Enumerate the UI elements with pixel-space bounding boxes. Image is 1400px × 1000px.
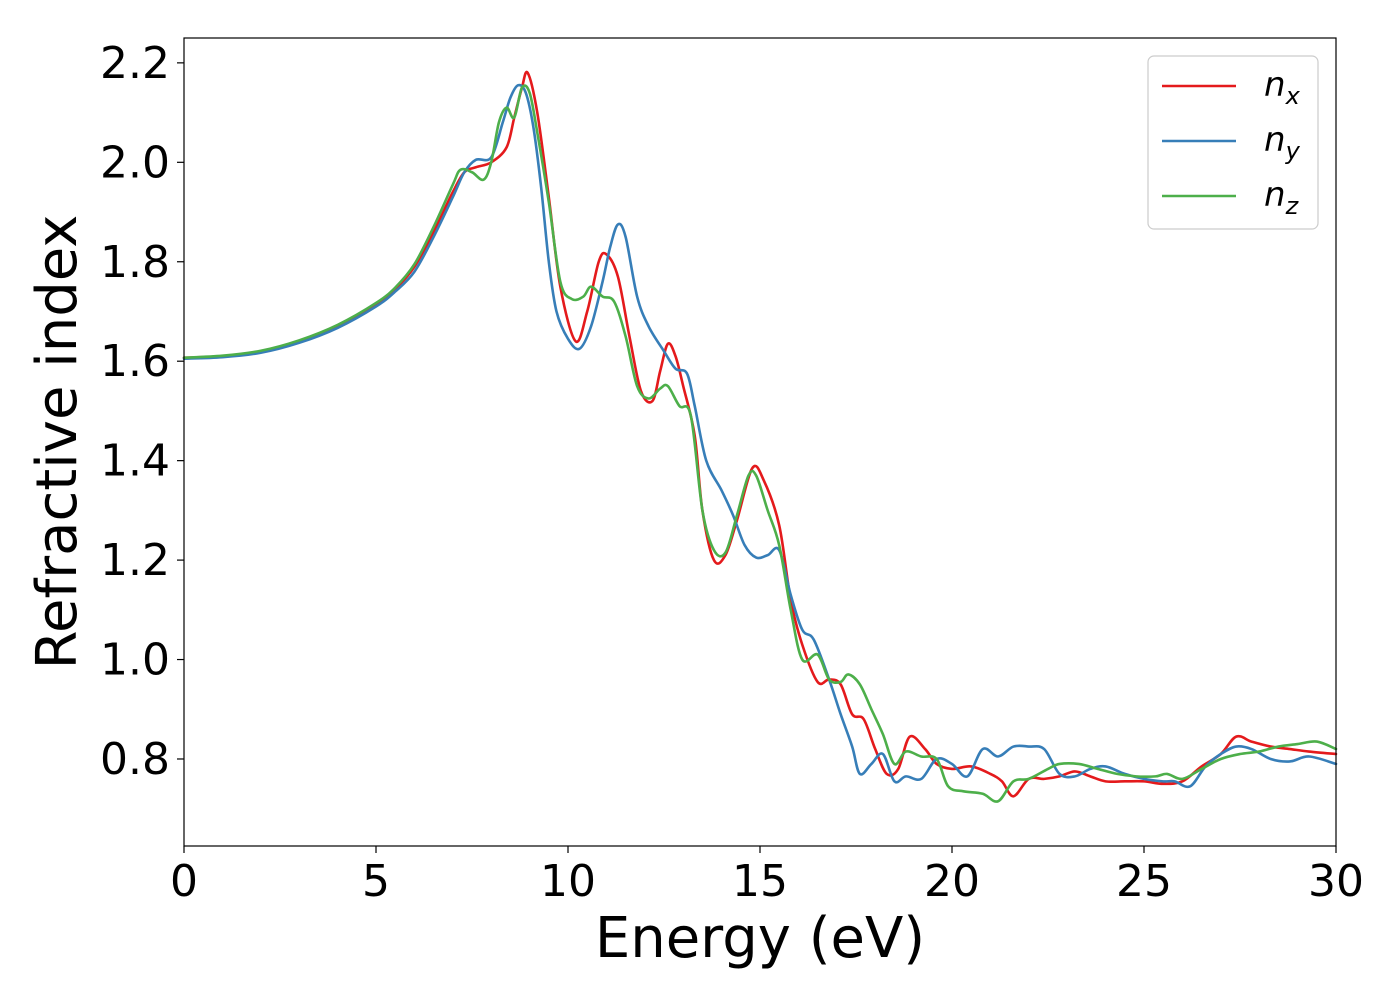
series-line-ny — [182, 83, 1338, 789]
y-tick-label: 1.0 — [100, 635, 170, 686]
y-tick-label: 2.0 — [100, 137, 170, 188]
y-tick-label: 1.6 — [100, 336, 170, 387]
y-tick-label: 0.8 — [100, 734, 170, 785]
x-tick-label: 15 — [732, 856, 788, 907]
series-line-nz — [182, 84, 1338, 803]
y-tick-label: 2.2 — [100, 38, 170, 89]
y-tick-label: 1.8 — [100, 237, 170, 288]
x-tick-label: 10 — [540, 856, 596, 907]
x-tick-label: 0 — [170, 856, 198, 907]
x-tick-label: 5 — [362, 856, 390, 907]
x-tick-label: 25 — [1116, 856, 1172, 907]
y-tick-label: 1.4 — [100, 436, 170, 487]
legend-box — [1147, 55, 1319, 230]
y-axis-label: Refractive index — [25, 215, 90, 670]
x-tick-label: 20 — [924, 856, 980, 907]
x-axis-label: Energy (eV) — [595, 906, 925, 971]
series-line-nx — [182, 70, 1338, 798]
series-layer — [182, 70, 1338, 803]
x-axis: 0 5 10 15 20 25 30 — [170, 846, 1364, 907]
y-tick-label: 1.2 — [100, 535, 170, 586]
x-tick-label: 30 — [1308, 856, 1364, 907]
y-axis: 0.8 1.0 1.2 1.4 1.6 1.8 2.0 2.2 — [100, 38, 184, 785]
